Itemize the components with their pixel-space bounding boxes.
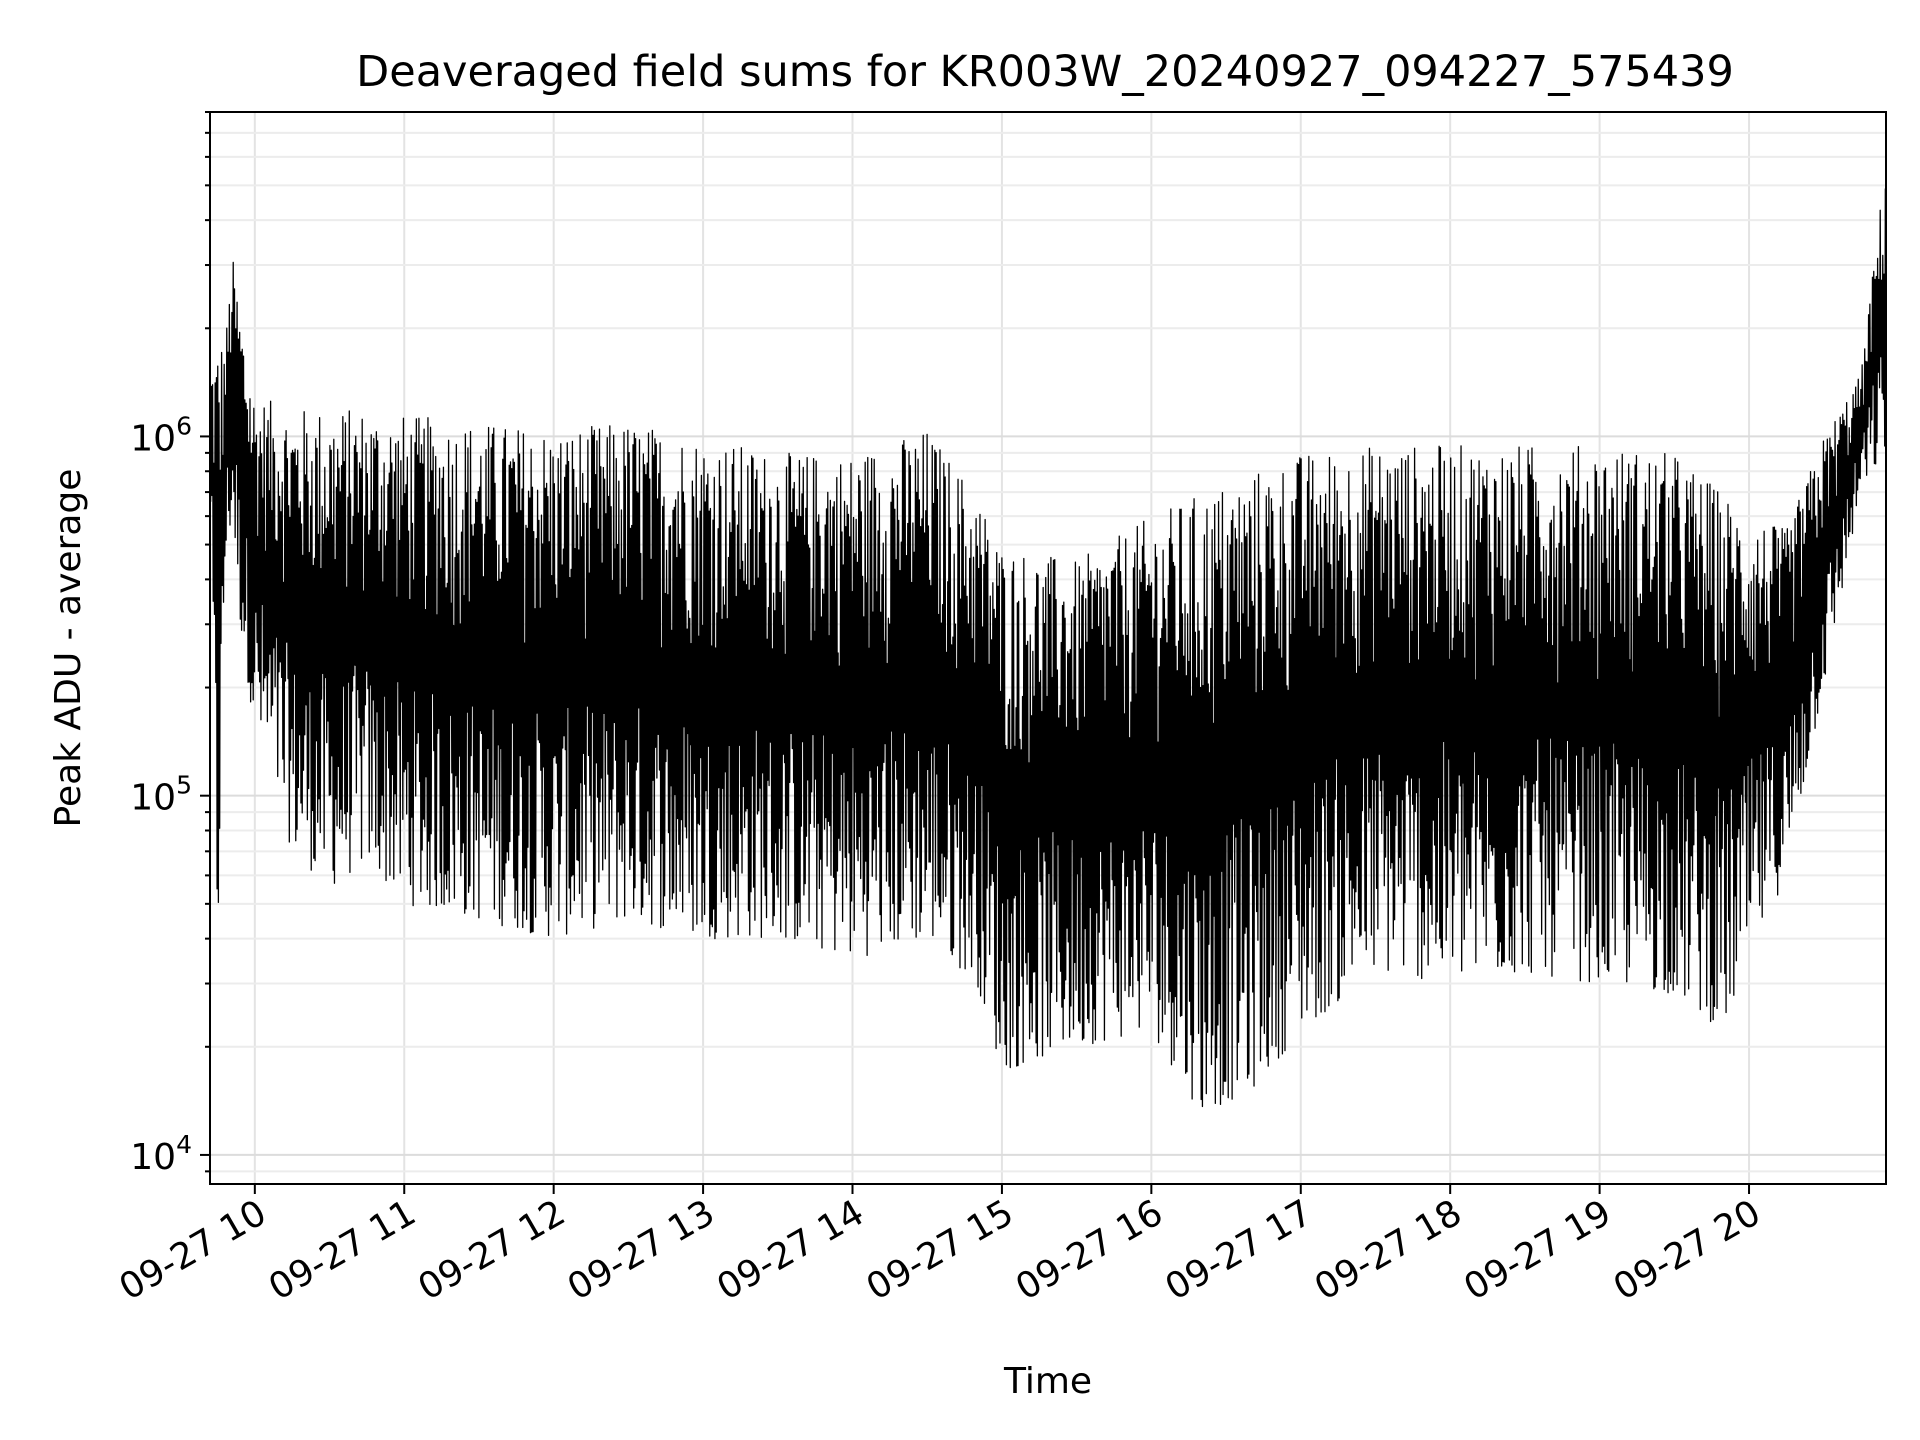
plot-frame: [209, 111, 1887, 1185]
y-tick-label: 105: [130, 771, 192, 819]
y-axis: 104 105 106: [130, 111, 210, 1178]
series-line: [209, 188, 1887, 1108]
y-axis-label: Peak ADU - average: [48, 469, 89, 828]
y-tick-label: 106: [130, 411, 192, 459]
y-tick-label: 104: [130, 1130, 192, 1178]
x-axis-label: Time: [1003, 1361, 1092, 1402]
chart-title: Deaveraged field sums for KR003W_2024092…: [356, 47, 1734, 97]
series-layer: [209, 188, 1887, 1108]
